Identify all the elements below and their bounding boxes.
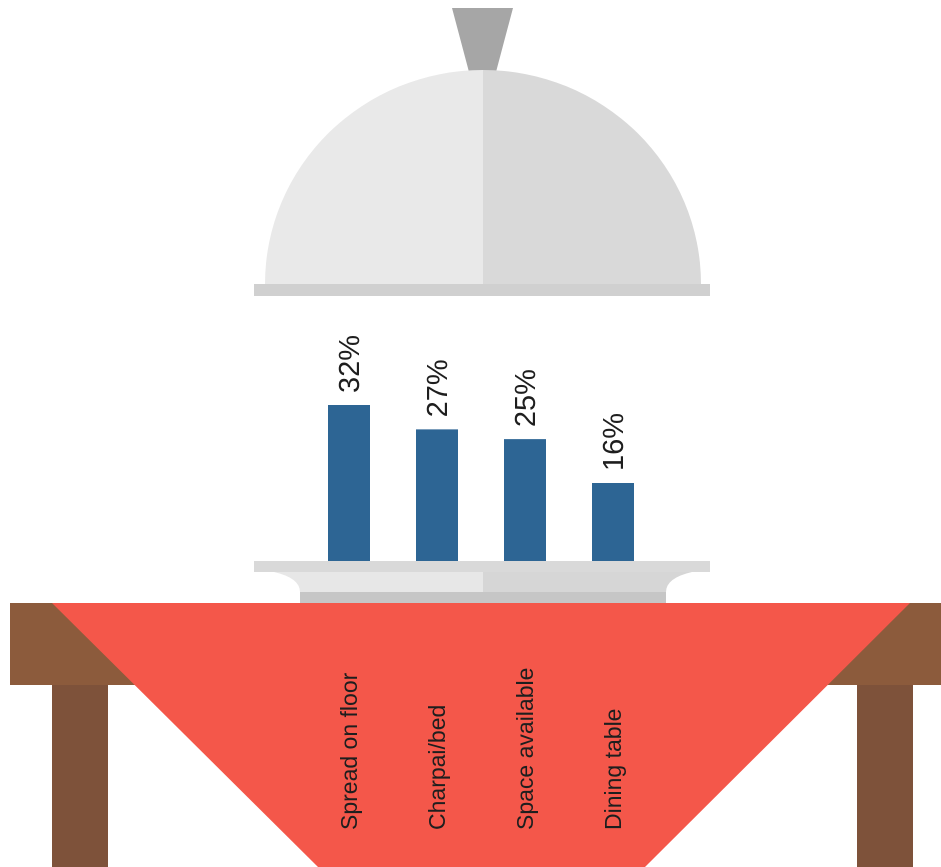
cloche-dome-left	[265, 70, 483, 284]
plate-rim	[254, 561, 710, 572]
table-leg-left	[52, 685, 108, 867]
category-label-dining-table: Dining table	[600, 709, 626, 830]
value-label-spread-on-floor: 32%	[334, 335, 366, 393]
value-label-charpai-bed: 27%	[422, 359, 454, 417]
bar-charpai-bed	[416, 429, 458, 561]
category-label-charpai-bed: Charpai/bed	[424, 705, 450, 830]
value-labels: 32% 27% 25% 16%	[334, 335, 630, 471]
plate-base	[300, 592, 666, 603]
cloche	[254, 8, 710, 296]
bar-space-available	[504, 439, 546, 561]
table-leg-right	[857, 685, 913, 867]
bar-dining-table	[592, 483, 634, 561]
category-labels: Spread on floor Charpai/bed Space availabl…	[336, 668, 626, 830]
plate-body-right	[483, 572, 692, 592]
category-label-space-available: Space available	[512, 668, 538, 830]
bar-series	[328, 405, 634, 561]
cloche-handle-icon	[452, 8, 513, 72]
cloche-rim	[254, 284, 710, 296]
value-label-space-available: 25%	[510, 369, 542, 427]
value-label-dining-table: 16%	[598, 413, 630, 471]
category-label-spread-on-floor: Spread on floor	[336, 672, 362, 830]
cloche-dome-right	[483, 70, 701, 284]
plate-body-left	[274, 572, 483, 592]
bar-spread-on-floor	[328, 405, 370, 561]
tablecloth	[52, 603, 910, 867]
serving-plate	[254, 561, 710, 603]
